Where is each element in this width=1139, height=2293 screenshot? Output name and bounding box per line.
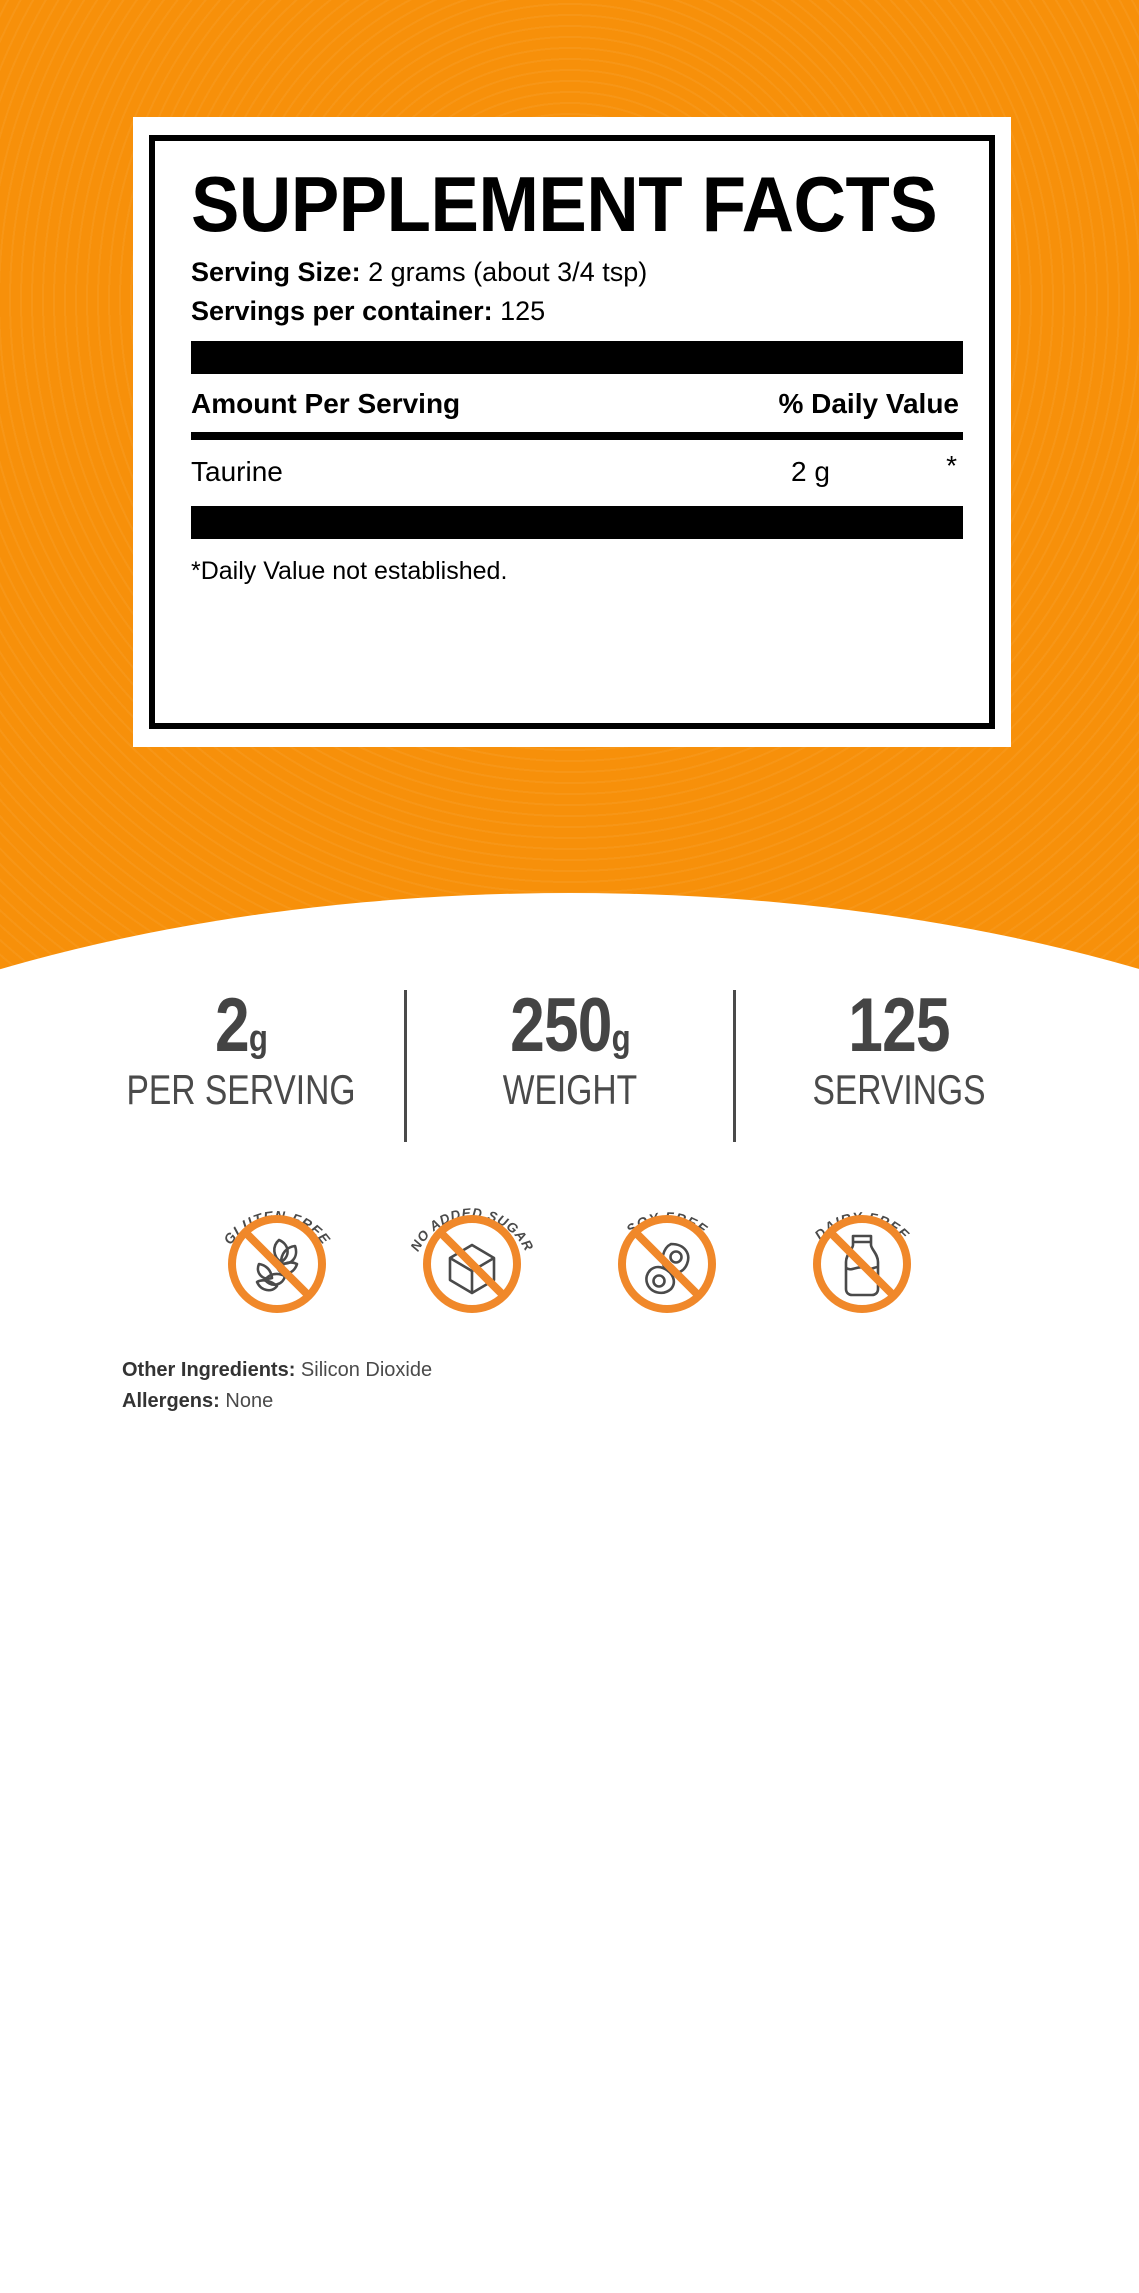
servings-per-container-line: Servings per container: 125 — [191, 296, 963, 327]
stats-row: 2g PER SERVING 250g WEIGHT 125 SERVINGS — [0, 988, 1139, 1148]
supplement-facts-panel: SUPPLEMENT FACTS Serving Size: 2 grams (… — [133, 117, 1011, 747]
daily-value-header: % Daily Value — [778, 388, 959, 420]
other-ingredients-value: Silicon Dioxide — [300, 1359, 433, 1381]
page-title: SUPPLEMENT FACTS — [191, 160, 938, 248]
stat-servings-number: 125 — [847, 983, 950, 1068]
daily-value-footnote: *Daily Value not established. — [191, 557, 508, 586]
amount-per-serving-header: Amount Per Serving — [191, 388, 461, 420]
stat-per-serving: 2g PER SERVING — [96, 988, 386, 1114]
stat-servings: 125 SERVINGS — [754, 988, 1044, 1114]
allergens-line: Allergens: None — [122, 1386, 1022, 1417]
serving-size-value: 2 grams (about 3/4 tsp) — [368, 257, 648, 288]
nutrient-daily-value: * — [946, 450, 957, 482]
stat-divider-1 — [403, 990, 407, 1142]
stat-weight: 250g WEIGHT — [425, 988, 715, 1114]
stat-weight-caption: WEIGHT — [502, 1066, 637, 1113]
servings-per-container-value: 125 — [500, 296, 546, 327]
supplement-facts-content: SUPPLEMENT FACTS Serving Size: 2 grams (… — [191, 160, 963, 713]
supplement-facts-border: SUPPLEMENT FACTS Serving Size: 2 grams (… — [149, 135, 995, 729]
stat-divider-2 — [732, 990, 736, 1142]
table-row: Taurine 2 g * — [191, 440, 963, 506]
top-rule-bar — [191, 341, 963, 375]
header-underline-rule — [191, 432, 963, 441]
stat-servings-caption: SERVINGS — [811, 1066, 986, 1113]
nutrient-amount: 2 g — [791, 456, 830, 488]
sugar-cube-icon — [448, 1243, 496, 1295]
badge-no-added-sugar: NO ADDED SUGAR — [402, 1178, 542, 1328]
other-ingredients-line: Other Ingredients: Silicon Dioxide — [122, 1355, 1022, 1386]
stat-weight-number: 250g — [509, 983, 631, 1068]
badge-soy-free: SOY FREE — [597, 1178, 737, 1328]
badge-gluten-free: GLUTEN FREE — [207, 1178, 347, 1328]
servings-per-container-label: Servings per container: — [191, 296, 493, 327]
stat-per-serving-caption: PER SERVING — [125, 1066, 356, 1113]
allergens-value: None — [225, 1390, 274, 1412]
serving-size-label: Serving Size: — [191, 257, 361, 288]
nutrient-name: Taurine — [191, 456, 283, 488]
table-header-row: Amount Per Serving % Daily Value — [191, 374, 963, 432]
bottom-rule-bar — [191, 506, 963, 540]
footer-text-block: Other Ingredients: Silicon Dioxide Aller… — [122, 1355, 1022, 1417]
serving-size-line: Serving Size: 2 grams (about 3/4 tsp) — [191, 257, 963, 288]
badge-dairy-free: DAIRY FREE — [792, 1178, 932, 1328]
other-ingredients-label: Other Ingredients: — [122, 1359, 296, 1381]
allergens-label: Allergens: — [122, 1390, 220, 1412]
stat-per-serving-number: 2g — [214, 983, 267, 1068]
certification-badges: GLUTEN FREE NO ADDED SUGAR — [0, 1178, 1139, 1328]
